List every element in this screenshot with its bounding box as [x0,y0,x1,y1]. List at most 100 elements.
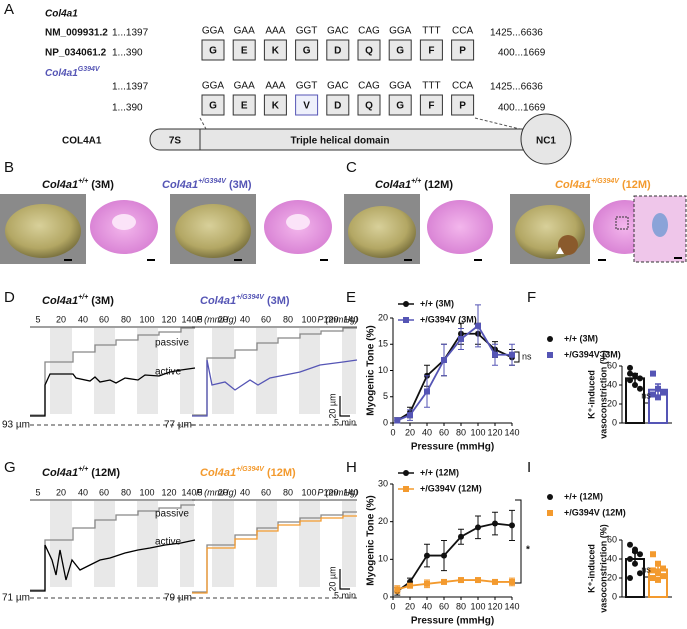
pressure-label: 60 [261,314,271,324]
gene: Col4a1 [45,68,78,79]
point [655,560,661,567]
codon: GGA [202,81,225,92]
age: (3M) [91,295,114,307]
point [627,556,633,562]
y-tick-label: 0 [612,591,617,601]
point [458,533,464,540]
point [475,577,481,584]
x-tick-label: 60 [439,601,449,611]
point [509,578,515,585]
annotation: ns [522,351,532,361]
genotype-label: Col4a1+/G394V (12M) [200,466,296,479]
zoom-line [199,117,207,130]
x-tick-label: 40 [422,601,432,611]
point [632,372,638,379]
series-line [396,324,512,422]
y-tick-label: 0 [383,591,388,601]
amino-acid: E [241,46,248,57]
x-tick-label: 80 [456,601,466,611]
range: 1425...6636 [490,82,543,93]
y-tick-label: 30 [378,478,388,488]
legend-label: +/+ (3M) [564,333,598,343]
point [509,522,515,529]
point [424,552,430,559]
y-tick-label: 20 [378,312,388,322]
point [441,357,447,363]
pressure-label: 5 [197,487,202,497]
genotype: G394V [78,66,101,73]
legend-marker [547,352,553,358]
legend-label: +/G394V (3M) [420,314,477,324]
age: (12M) [267,467,296,479]
point [655,394,661,401]
amino-acid: G [396,46,404,57]
scale-label: 20 µm [327,566,337,591]
age: (3M) [229,179,252,191]
x-axis-label: Pressure (mmHg) [411,616,494,627]
annotation: * [526,545,530,556]
legend-label: +/+ (3M) [420,298,454,308]
pressure-labels: 5 20 40 60 80 100 120 140 P (mmHg)5 20 40 60 80 100 12… [35,314,358,497]
age: (12M) [424,179,453,191]
y-tick-label: 10 [378,554,388,564]
pressure-label: 140 [181,487,196,497]
x-tick-label: 0 [390,427,395,437]
panel-label: A [4,1,14,18]
diameter-label: 93 µm [2,420,30,431]
point [632,382,638,388]
amino-acid: G [209,101,217,112]
codon: GGA [389,26,412,37]
range: 1...1397 [112,28,149,39]
x-tick-label: 140 [504,427,519,437]
range: 1...1397 [112,82,149,93]
diameter-label: 71 µm [2,593,30,604]
pressure-label: 100 [139,314,154,324]
genotype: +/+ [411,178,421,185]
point [627,377,633,384]
pressure-label: 140 [343,487,358,497]
legend-label: +/+ (12M) [564,491,603,501]
legend-label: +/G394V (12M) [420,483,482,493]
protein-id: NP_034061.2 [45,48,107,59]
panel-label: H [346,459,357,476]
point [424,388,430,395]
panel-label: I [527,459,531,476]
transcript-id: NM_009931.2 [45,28,108,39]
panel-label: D [4,289,15,306]
x-tick-label: 120 [487,427,502,437]
point [660,573,666,580]
panel-label: G [4,459,16,476]
point [492,520,498,527]
codon: GGT [296,26,318,37]
legend-label: +/+ (12M) [420,467,459,477]
y-tick-label: 10 [378,365,388,375]
point [650,370,656,377]
pressure-label: 120 [161,314,176,324]
y-tick-label: 40 [607,553,617,563]
genotype: +/+ [78,466,88,473]
domain-label: NC1 [536,136,556,147]
pressure-label: 60 [261,487,271,497]
point [660,389,666,396]
aa-box [295,39,319,61]
pressure-label: 40 [240,314,250,324]
scale-label: 5 min [334,590,356,600]
amino-acid: P [459,101,466,112]
point [424,580,430,587]
genotype: +/G394V [236,294,265,301]
genotype: +/G394V [591,178,620,185]
genotype-label: Col4a1+/G394V (3M) [200,294,290,307]
amino-acid: G [303,46,311,57]
legend-marker [547,494,553,500]
point [475,524,481,531]
x-tick-label: 100 [470,601,485,611]
amino-acid: E [241,101,248,112]
codon: AAA [265,26,285,37]
amino-acid: G [396,101,404,112]
x-tick-label: 40 [422,427,432,437]
point [458,336,464,342]
point [650,567,656,574]
point [637,385,643,392]
pressure-label: 5 [35,314,40,324]
y-tick-label: 0 [383,417,388,427]
